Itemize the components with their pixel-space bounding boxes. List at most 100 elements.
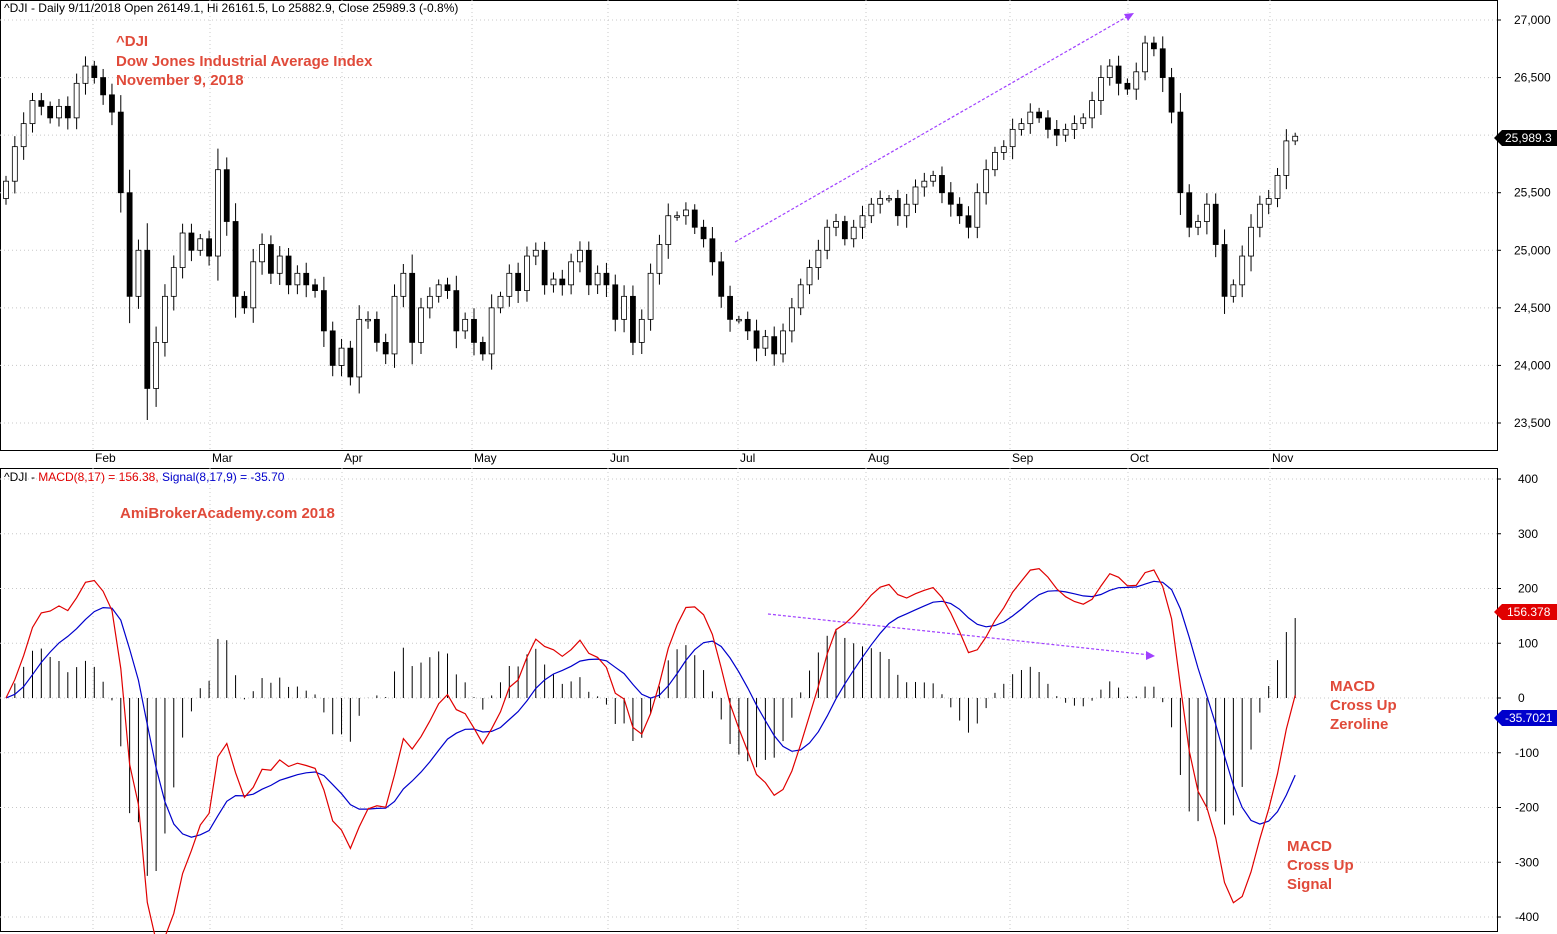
candle-body <box>1106 65 1113 78</box>
candle-body <box>109 94 115 113</box>
candle-body <box>638 318 645 343</box>
candle-body <box>1186 192 1193 228</box>
candle-body <box>1168 77 1175 113</box>
candle-body <box>886 198 892 201</box>
macd-header-prefix: ^DJI - <box>4 470 38 484</box>
candle-body <box>965 215 972 228</box>
macd-header-signal: Signal(8,17,9) = -35.70 <box>159 470 285 484</box>
candle-body <box>524 255 530 291</box>
candle-body <box>1283 140 1290 176</box>
candle-body <box>735 318 742 322</box>
candle-body <box>409 272 416 343</box>
candle-body <box>621 295 627 320</box>
macd-histogram <box>14 618 1296 876</box>
candle-body <box>877 198 884 205</box>
candle-body <box>426 295 433 309</box>
candle-body <box>312 284 318 291</box>
price-trend-arrowhead <box>1124 13 1134 21</box>
candle-body <box>568 261 575 286</box>
candle-body <box>11 146 18 182</box>
annotation-zeroline-1: MACD <box>1330 678 1375 695</box>
price-note-date: November 9, 2018 <box>116 72 244 89</box>
candle-body <box>276 255 283 274</box>
candle-body <box>82 65 89 84</box>
candle-body <box>780 330 786 355</box>
candle-body <box>1018 123 1025 130</box>
month-label: May <box>474 451 497 465</box>
month-label: Nov <box>1272 451 1293 465</box>
candle-body <box>850 226 857 240</box>
macd-tick-label: 0 <box>1518 691 1525 705</box>
candle-body <box>347 347 354 378</box>
candle-body <box>532 249 539 257</box>
month-label: Jun <box>610 451 629 465</box>
candle-body <box>1115 65 1122 84</box>
macd-line <box>5 568 1296 934</box>
candle-body <box>983 169 990 194</box>
candle-body <box>356 318 363 378</box>
candle-body <box>753 330 760 349</box>
candle-body <box>1274 175 1281 199</box>
candle-body <box>859 215 866 228</box>
candle-body <box>241 295 248 309</box>
candle-body <box>400 272 407 297</box>
candle-body <box>1036 111 1043 119</box>
candle-body <box>912 186 919 205</box>
candle-body <box>603 272 610 286</box>
candle-body <box>1212 203 1219 245</box>
candle-body <box>1203 203 1210 222</box>
candle-body <box>506 272 513 297</box>
candle-body <box>497 295 504 309</box>
price-tick-label: 26,500 <box>1514 71 1551 85</box>
candle-body <box>1133 71 1140 90</box>
candle-body <box>206 238 212 257</box>
last-price-label: 25,989.3 <box>1505 131 1552 145</box>
price-tick-label: 24,500 <box>1514 301 1551 315</box>
candle-body <box>170 267 177 297</box>
candle-body <box>1256 203 1263 228</box>
last-price-tag <box>1494 130 1557 146</box>
candle-body <box>479 341 486 355</box>
macd-value-tag <box>1494 604 1557 620</box>
candle-body <box>594 272 601 286</box>
candle-body <box>771 336 778 355</box>
candle-body <box>541 249 548 286</box>
macd-tick-label: 300 <box>1518 527 1538 541</box>
candle-body <box>100 77 107 96</box>
candle-body <box>1124 82 1131 90</box>
candle-body <box>727 295 733 320</box>
candle-body <box>453 290 460 332</box>
candle-body <box>656 244 663 274</box>
macd-trend-arrowhead <box>1146 651 1155 660</box>
macd-header: ^DJI - MACD(8,17) = 156.38, Signal(8,17,… <box>4 470 285 484</box>
candle-body <box>683 209 689 217</box>
candle-body <box>824 226 831 251</box>
candle-body <box>930 175 937 182</box>
annotation-signal-2: Cross Up <box>1287 857 1354 874</box>
macd-tick-label: -400 <box>1515 910 1539 924</box>
candle-body <box>267 244 274 274</box>
month-label: Mar <box>212 451 233 465</box>
candle-body <box>488 307 495 355</box>
macd-tick-label: 400 <box>1518 472 1538 486</box>
candle-body <box>1248 226 1254 257</box>
candle-body <box>515 272 522 291</box>
candle-body <box>788 307 795 332</box>
macd-watermark: AmiBrokerAcademy.com 2018 <box>120 505 335 522</box>
price-tick-label: 27,000 <box>1514 13 1551 27</box>
candle-body <box>674 215 680 218</box>
candle-body <box>585 249 592 286</box>
candle-body <box>691 209 698 228</box>
candle-body <box>47 105 54 119</box>
candle-body <box>1098 77 1104 101</box>
macd-panel-frame <box>0 468 1498 932</box>
candle-body <box>841 221 848 240</box>
candle-body <box>294 272 301 286</box>
candle-body <box>1195 221 1201 228</box>
candle-body <box>56 105 62 119</box>
candle-body <box>577 249 583 263</box>
candle-body <box>153 341 160 389</box>
candle-body <box>630 295 636 343</box>
annotation-signal-3: Signal <box>1287 876 1332 893</box>
